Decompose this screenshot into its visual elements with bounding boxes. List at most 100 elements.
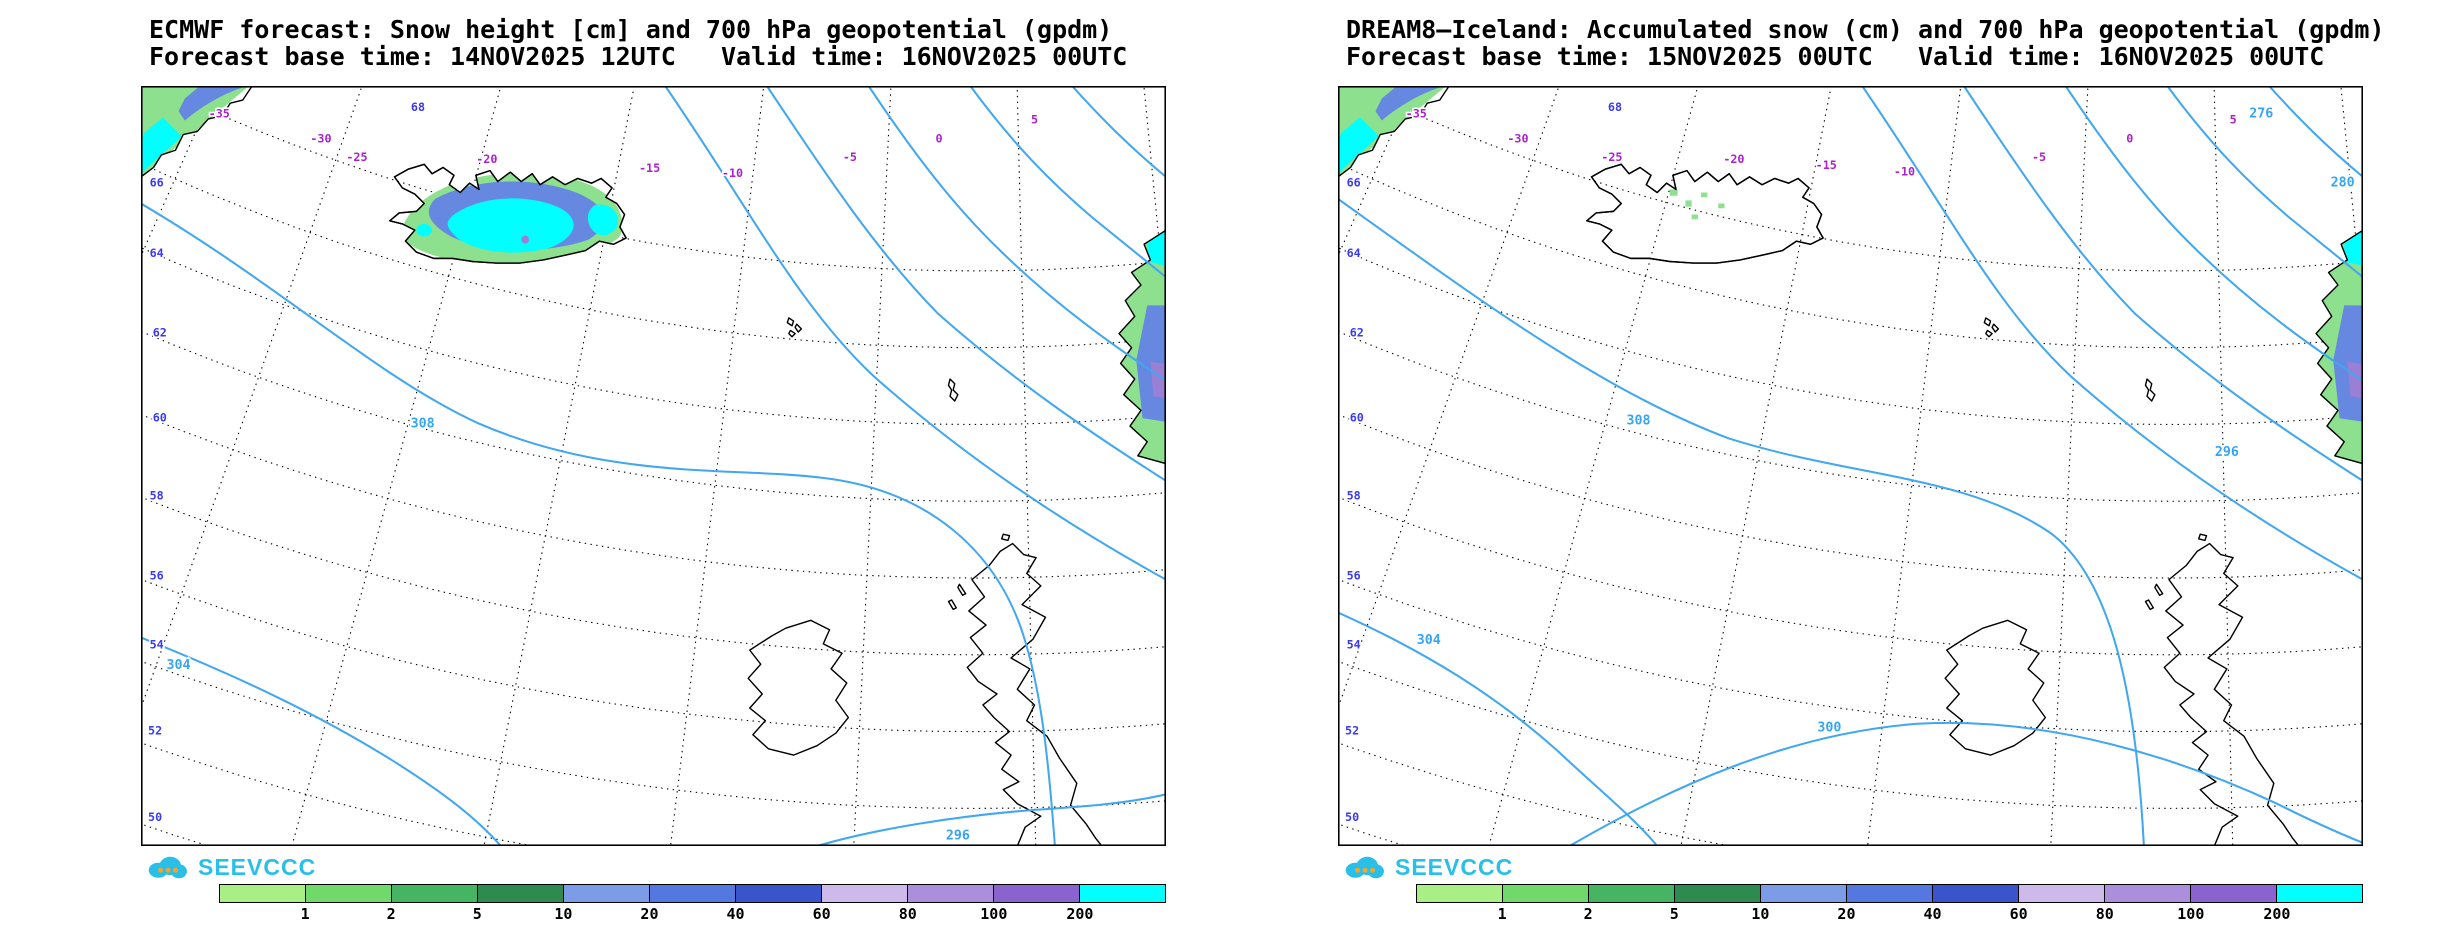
latitude-label: 68: [411, 100, 425, 114]
geopotential-label: 296: [946, 829, 970, 844]
colorbar-segment: [306, 885, 392, 902]
temperature-label: -10: [722, 166, 743, 180]
geopotential-label: 296: [2215, 445, 2239, 460]
snow-patch: [2347, 361, 2363, 400]
colorbar-segment: [1675, 885, 1761, 902]
latitude-label: 60: [1350, 410, 1364, 424]
colorbar-segment: [1847, 885, 1933, 902]
colorbar-tick-label: 5: [472, 905, 482, 923]
temperature-label: 5: [1031, 113, 1038, 127]
latitude-label: 62: [153, 326, 167, 340]
latitude-label: 64: [1347, 246, 1361, 260]
temperature-label: -35: [209, 106, 230, 120]
coast-islet: [947, 378, 959, 402]
snow-patch: [1150, 361, 1166, 400]
coast-islet: [1000, 533, 1011, 542]
colorbar-tick-label: 10: [1751, 905, 1770, 923]
colorbar-tick-label: 2: [386, 905, 396, 923]
coast-islet: [1991, 323, 2000, 333]
coast-islet: [788, 329, 796, 338]
colorbar-segment: [392, 885, 478, 902]
colorbar-segment: [1080, 885, 1165, 902]
snow-patch: [1669, 189, 1678, 196]
snow-patch: [1691, 214, 1698, 220]
snow-patch: [141, 117, 182, 177]
temperature-label: -10: [1894, 164, 1915, 178]
coast-islet: [794, 323, 803, 333]
landmasses: [1586, 163, 2300, 846]
colorbar-tick-label: 200: [2263, 905, 2291, 923]
latitude-label: 58: [150, 489, 164, 503]
panel-dream8: DREAM8—Iceland: Accumulated snow (cm) an…: [1338, 16, 2385, 923]
latitude-label: 52: [1345, 724, 1359, 738]
contour-line: [765, 86, 1166, 482]
coast-islet: [1983, 317, 1992, 327]
colorbar-tick-label: 100: [980, 905, 1008, 923]
colorbar-tick-label: 1: [300, 905, 310, 923]
temperature-label: -5: [843, 150, 857, 164]
contour-line: [2064, 86, 2363, 382]
snow-patch: [1718, 203, 1725, 209]
coast-islet: [1985, 329, 1993, 338]
contour-line: [1962, 86, 2363, 482]
latitude-label: 58: [1347, 489, 1361, 503]
colorbar-segment: [564, 885, 650, 902]
colorbar-bar: [1416, 884, 2363, 903]
colorbar-tick-label: 80: [2095, 905, 2114, 923]
latitude-label: 50: [1345, 810, 1359, 824]
snow-patch: [416, 223, 433, 237]
colorbar-tick-label: 40: [726, 905, 745, 923]
latitude-label: 54: [150, 638, 164, 652]
meridian-line: [483, 86, 635, 846]
snow-patch: [1338, 117, 1379, 177]
latitude-label: 68: [1608, 100, 1622, 114]
colorbar-tick-label: 60: [2009, 905, 2028, 923]
temperature-label: 0: [936, 131, 943, 145]
snow-scale-colorbar: 1 2 5 10 20 40 60 80 100 200: [219, 884, 1166, 923]
latitude-label: 66: [1347, 175, 1361, 189]
cloud-icon: [1345, 856, 1384, 879]
map-border: [1338, 86, 2363, 846]
coast-islet: [2144, 378, 2156, 402]
cloud-icon: [148, 856, 187, 879]
temperature-label: -15: [1816, 158, 1837, 172]
snow-patch: [1701, 192, 1708, 198]
geopotential-label: 300: [1817, 721, 1841, 736]
latitude-label: 56: [150, 569, 164, 583]
latitude-label: 56: [1347, 569, 1361, 583]
coast-outlines: [1338, 86, 2363, 465]
coast-great-britain: [966, 542, 1103, 846]
contour-line: [1568, 721, 2363, 846]
colorbar-segment: [1761, 885, 1847, 902]
geopotential-label: 304: [167, 658, 191, 673]
geopotential-label: 304: [1417, 633, 1441, 648]
contour-line: [969, 86, 1166, 279]
latitude-label: 60: [153, 410, 167, 424]
temperature-label: 0: [2126, 131, 2133, 145]
contour-line: [816, 793, 1166, 846]
geopotential-contours: [141, 86, 1166, 846]
parallel-line: [1352, 86, 2363, 272]
colorbar-labels: 1 2 5 10 20 40 60 80 100 200: [219, 903, 1166, 923]
temperature-label: 5: [2230, 113, 2237, 127]
colorbar-tick-label: 20: [1837, 905, 1856, 923]
colorbar-segment: [994, 885, 1080, 902]
temperature-label: -35: [1406, 106, 1427, 120]
colorbar-segment: [2191, 885, 2277, 902]
colorbar-tick-label: 40: [1923, 905, 1942, 923]
parallel-line: [1338, 578, 2363, 733]
coast-islet: [786, 317, 795, 327]
contour-line: [867, 86, 1166, 382]
contour-line: [1338, 197, 2145, 846]
snow-patch: [1685, 200, 1692, 207]
geopotential-label: 308: [1626, 413, 1650, 428]
seevccc-logo: SEEVCCC: [145, 853, 316, 881]
latitude-label: 62: [1350, 326, 1364, 340]
colorbar-segment: [1933, 885, 2019, 902]
meridian-line: [669, 86, 765, 846]
coast-great-britain: [2163, 542, 2300, 846]
parallel-line: [141, 578, 1166, 733]
contour-line: [141, 202, 1056, 846]
temperature-label: -5: [2032, 150, 2046, 164]
